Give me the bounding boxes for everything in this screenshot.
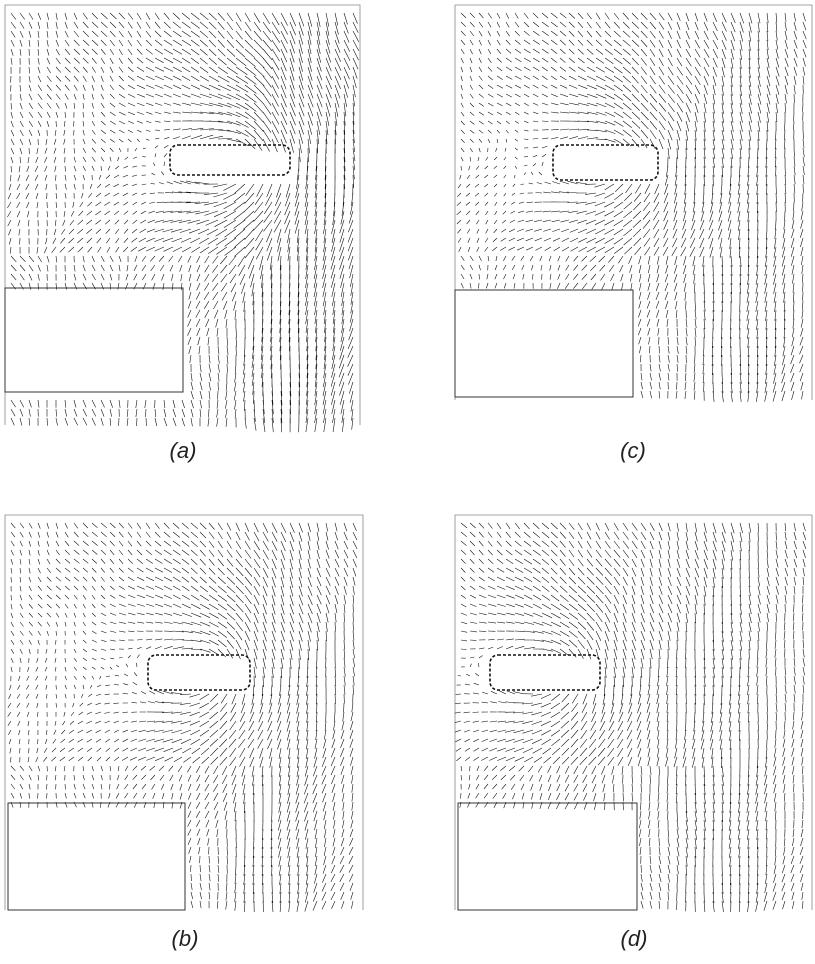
- rod: [553, 145, 658, 180]
- block: [455, 290, 633, 397]
- panel-label: (b): [172, 926, 199, 951]
- block: [5, 288, 183, 392]
- figure: (a) (c) (b) (d): [0, 0, 815, 964]
- rod: [170, 145, 290, 175]
- rod: [148, 655, 250, 690]
- panel-label: (a): [170, 438, 197, 463]
- panel-label: (d): [621, 926, 648, 951]
- panel-label: (c): [620, 438, 646, 463]
- block: [458, 803, 637, 910]
- rod: [490, 655, 600, 690]
- block: [8, 803, 185, 910]
